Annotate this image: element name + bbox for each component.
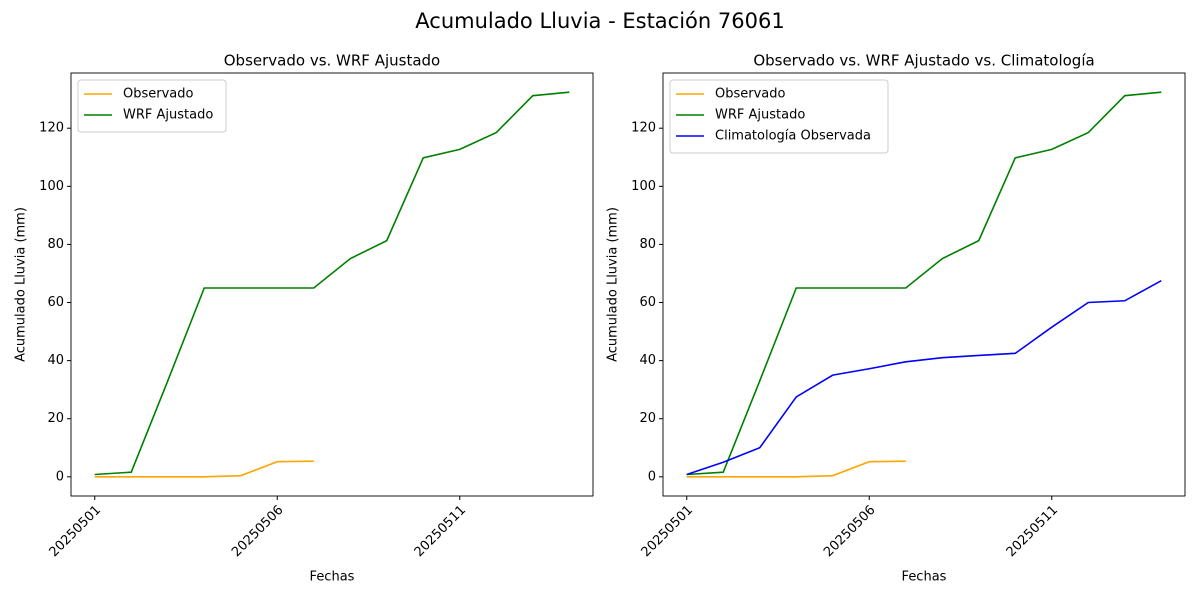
x-tick-label: 20250501 xyxy=(639,503,696,560)
y-tick-label: 0 xyxy=(56,469,64,484)
legend-box xyxy=(77,79,227,133)
legend-label: Observado xyxy=(715,87,786,102)
y-tick-label: 60 xyxy=(47,295,64,310)
figure-title: Acumulado Lluvia - Estación 76061 xyxy=(415,9,784,33)
y-axis-label: Acumulado Lluvia (mm) xyxy=(606,207,621,362)
x-axis-label: Fechas xyxy=(902,570,947,585)
x-tick-label: 20250511 xyxy=(412,503,469,560)
y-axis-label: Acumulado Lluvia (mm) xyxy=(14,207,29,362)
y-tick-label: 40 xyxy=(639,353,656,368)
chart-title: Observado vs. WRF Ajustado xyxy=(224,52,440,70)
legend-label: WRF Ajustado xyxy=(715,108,805,123)
y-tick-label: 120 xyxy=(631,121,656,136)
plot-frame xyxy=(70,72,594,497)
y-tick-label: 120 xyxy=(39,121,64,136)
x-tick-label: 20250506 xyxy=(821,503,878,560)
y-tick-label: 100 xyxy=(39,179,64,194)
x-tick-label: 20250506 xyxy=(229,503,286,560)
y-tick-label: 0 xyxy=(648,469,656,484)
x-tick-label: 20250501 xyxy=(47,503,104,560)
line-series xyxy=(94,91,570,476)
legend-box xyxy=(669,79,889,154)
line-series xyxy=(686,280,1162,476)
y-tick-label: 40 xyxy=(47,353,64,368)
line-series xyxy=(686,91,1162,476)
x-tick-label: 20250511 xyxy=(1004,503,1061,560)
chart-title: Observado vs. WRF Ajustado vs. Climatolo… xyxy=(753,52,1094,70)
line-series xyxy=(686,460,906,478)
legend: Observado WRF Ajustado Climatología Observ… xyxy=(669,79,889,154)
line-series xyxy=(94,460,314,478)
legend-label: WRF Ajustado xyxy=(123,108,213,123)
plot-frame xyxy=(662,72,1186,497)
y-tick-label: 80 xyxy=(47,237,64,252)
y-tick-label: 20 xyxy=(47,411,64,426)
y-tick-label: 100 xyxy=(631,179,656,194)
legend-label: Observado xyxy=(123,87,194,102)
y-tick-label: 80 xyxy=(639,237,656,252)
y-tick-label: 20 xyxy=(639,411,656,426)
legend: Observado WRF Ajustado xyxy=(77,79,227,133)
x-axis-label: Fechas xyxy=(310,570,355,585)
legend-label: Climatología Observada xyxy=(715,129,871,144)
y-tick-label: 60 xyxy=(639,295,656,310)
